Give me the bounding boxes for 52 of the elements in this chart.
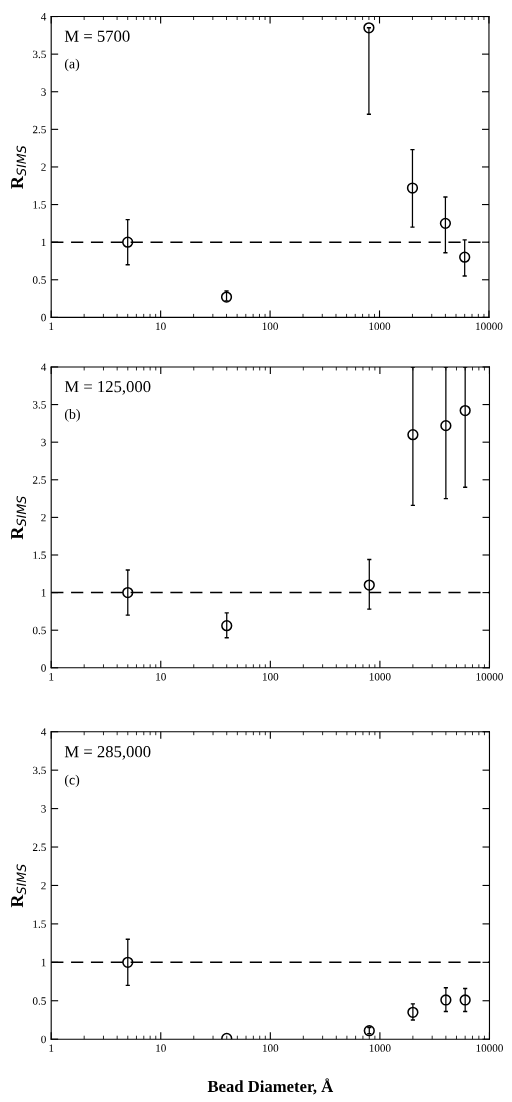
y-tick-label: 1.5	[33, 201, 46, 209]
x-tick-label: 10000	[476, 672, 503, 681]
y-tick-label: 1	[41, 238, 46, 247]
y-tick-label: 3	[41, 438, 46, 447]
x-tick-label: 1	[49, 673, 54, 681]
y-tick-label: 3	[41, 88, 46, 96]
x-tick-label: 100	[262, 1044, 279, 1052]
annotation: (c)	[64, 774, 80, 788]
y-tick-label: 3.5	[32, 50, 46, 59]
y-tick-label: 2.5	[32, 125, 46, 134]
y-tick-label: 4	[41, 363, 47, 371]
y-tick-label: 3	[41, 805, 46, 813]
x-tick-label: 10000	[476, 1044, 503, 1052]
y-tick-label: 3.5	[32, 766, 46, 775]
x-tick-label: 1000	[369, 672, 391, 681]
y-tick-label: 0.5	[32, 276, 46, 284]
y-tick-label: 3.5	[32, 401, 46, 409]
annotation: M = 285,000	[64, 746, 151, 760]
y-axis-title: R$_{SIMS}$	[11, 864, 27, 908]
y-tick-label: 1.5	[33, 920, 46, 928]
x-tick-label: 10000	[476, 322, 503, 331]
y-tick-label: 2	[41, 881, 46, 890]
x-tick-label: 100	[262, 322, 278, 331]
x-tick-label: 100	[262, 672, 279, 681]
x-tick-label: 1	[49, 1044, 54, 1052]
annotation: (b)	[64, 409, 80, 422]
x-tick-label: 10	[156, 322, 166, 331]
x-tick-label: 1000	[369, 322, 391, 331]
x-tick-label: 10	[156, 1044, 166, 1052]
y-axis-title: R$_{SIMS}$	[11, 145, 27, 189]
y-tick-label: 1	[41, 958, 46, 967]
y-axis-title: R$_{SIMS}$	[11, 496, 27, 540]
y-tick-label: 4	[41, 13, 47, 21]
x-tick-label: 1	[49, 322, 54, 330]
y-tick-label: 0	[41, 1035, 46, 1044]
y-tick-label: 1	[41, 589, 46, 597]
annotation: (a)	[64, 58, 80, 72]
y-tick-label: 0	[41, 313, 46, 322]
annotation: M = 125,000	[64, 380, 151, 395]
x-tick-label: 10	[156, 672, 166, 681]
y-tick-label: 4	[41, 728, 47, 736]
y-tick-label: 2.5	[32, 476, 46, 484]
x-axis-title: Bead Diameter, Å	[207, 1078, 334, 1095]
y-tick-label: 0.5	[32, 626, 46, 635]
x-tick-label: 1000	[369, 1044, 391, 1052]
y-tick-label: 2	[41, 513, 46, 522]
y-tick-label: 2	[41, 163, 46, 171]
annotation: M = 5700	[64, 30, 130, 42]
y-tick-label: 0.5	[32, 997, 46, 1005]
y-tick-label: 2.5	[32, 843, 46, 852]
y-tick-label: 0	[41, 664, 46, 672]
y-tick-label: 1.5	[33, 551, 46, 560]
